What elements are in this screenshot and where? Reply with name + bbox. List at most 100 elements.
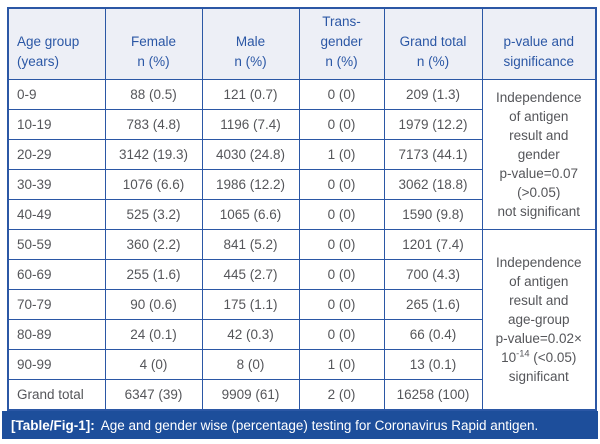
pvalue-text: of antigen (509, 109, 569, 124)
count-cell: 1065 (6.6) (201, 199, 300, 230)
table-row: 90-99 4 (0) 8 (0) 1 (0) 13 (0.1) (7, 349, 596, 380)
caption-text: Age and gender wise (percentage) testing… (100, 417, 539, 433)
table-row: 80-89 24 (0.1) 42 (0.3) 0 (0) 66 (0.4) (7, 319, 596, 350)
age-group-cell: 20-29 (7, 139, 106, 170)
column-header-male: Male n (%) (201, 7, 300, 80)
count-cell: 7173 (44.1) (383, 139, 483, 170)
count-cell: 66 (0.4) (383, 319, 483, 350)
count-cell: 121 (0.7) (201, 79, 300, 110)
count-cell: 2 (0) (298, 379, 385, 410)
header-row: Age group (years) Female n (%) Male n (%) Tran… (7, 7, 597, 80)
count-cell: 1986 (12.2) (201, 169, 300, 200)
pvalue-text: significant (508, 368, 569, 384)
age-group-cell: 40-49 (7, 199, 106, 230)
count-cell: 783 (4.8) (104, 109, 203, 140)
count-cell: 209 (1.3) (383, 79, 483, 110)
table-row: 0-9 88 (0.5) 121 (0.7) 0 (0) 209 (1.3) Indepe… (7, 79, 597, 230)
count-cell: 0 (0) (298, 199, 385, 230)
count-cell: 0 (0) (298, 229, 385, 260)
count-cell: 13 (0.1) (383, 349, 483, 380)
table-row: Grand total 6347 (39) 9909 (61) 2 (0) 16258 … (7, 379, 596, 410)
table-header: Age group (years) Female n (%) Male n (%) Tran… (7, 7, 597, 80)
count-cell: 1 (0) (298, 139, 385, 170)
count-cell: 841 (5.2) (201, 229, 300, 260)
results-table: Age group (years) Female n (%) Male n (%) Tran… (7, 7, 597, 411)
count-cell: 1 (0) (298, 349, 385, 380)
table-row: 60-69 255 (1.6) 445 (2.7) 0 (0) 700 (4.3) (7, 259, 596, 290)
pvalue-text: age-group (507, 311, 570, 327)
table-row: 40-49 525 (3.2) 1065 (6.6) 0 (0) 1590 (9.8) (7, 199, 596, 230)
count-cell: 8 (0) (201, 349, 300, 380)
count-cell: 175 (1.1) (201, 289, 300, 320)
count-cell: 24 (0.1) (104, 319, 203, 350)
count-cell: 0 (0) (298, 289, 385, 320)
age-group-cell: 90-99 (7, 349, 106, 380)
pvalue-text: result and (509, 128, 569, 143)
header-line: (years) (17, 54, 60, 69)
count-cell: 0 (0) (298, 319, 385, 350)
count-cell: 1201 (7.4) (383, 229, 483, 260)
age-group-cell: 0-9 (7, 79, 106, 110)
header-line: Female (130, 34, 176, 49)
column-header-female: Female n (%) (104, 7, 203, 80)
count-cell: 3142 (19.3) (104, 139, 203, 170)
age-group-cell: 30-39 (7, 169, 106, 200)
caption-label: [Table/Fig-1]: (11, 417, 95, 433)
pvalue-text: gender (517, 147, 560, 162)
header-line: n (%) (137, 54, 170, 69)
table-caption: [Table/Fig-1]: Age and gender wise (perc… (2, 411, 598, 439)
table-row: 10-19 783 (4.8) 1196 (7.4) 0 (0) 1979 (12.2) (7, 109, 596, 140)
pvalue-text: Independence (495, 90, 582, 105)
header-line: Age group (17, 34, 80, 49)
table-row: 30-39 1076 (6.6) 1986 (12.2) 0 (0) 3062 (18.… (7, 169, 596, 200)
table-row: 70-79 90 (0.6) 175 (1.1) 0 (0) 265 (1.6) (7, 289, 596, 320)
count-cell: 0 (0) (298, 259, 385, 290)
header-line: Male (235, 34, 266, 49)
count-cell: 42 (0.3) (201, 319, 300, 350)
age-group-cell: 80-89 (7, 319, 106, 350)
header-line: n (%) (234, 54, 267, 69)
count-cell: 255 (1.6) (104, 259, 203, 290)
pvalue-text: of antigen (509, 273, 569, 289)
count-cell: 1979 (12.2) (383, 109, 483, 140)
pvalue-text: p-value=0.02× (495, 330, 582, 346)
pvalue-text: (>0.05) (517, 185, 561, 200)
column-header-p-value: p-value and significance (481, 7, 597, 80)
header-line: Trans- (322, 14, 361, 29)
column-header-age-group: Age group (years) (7, 7, 106, 80)
age-group-cell: 60-69 (7, 259, 106, 290)
count-cell: 90 (0.6) (104, 289, 203, 320)
table-row: 20-29 3142 (19.3) 4030 (24.8) 1 (0) 7173 (44… (7, 139, 596, 170)
count-cell: 4 (0) (104, 349, 203, 380)
pvalue-text: 10 (501, 349, 517, 365)
count-cell: 0 (0) (298, 79, 385, 110)
count-cell: 360 (2.2) (104, 229, 203, 260)
header-line: n (%) (416, 54, 450, 69)
age-group-cell: Grand total (7, 379, 106, 410)
pvalue-text: Independence (495, 254, 582, 270)
count-cell: 1590 (9.8) (383, 199, 483, 230)
pvalue-text: result and (509, 292, 569, 308)
header-line: gender (320, 34, 363, 49)
table-row: 50-59 360 (2.2) 841 (5.2) 0 (0) 1201 (7.4) In… (7, 229, 597, 410)
pvalue-significance-cell: Independence of antigen result and age-grou… (481, 229, 597, 410)
count-cell: 3062 (18.8) (383, 169, 483, 200)
header-line: p-value and (503, 34, 575, 49)
count-cell: 525 (3.2) (104, 199, 203, 230)
pvalue-text: (<0.05) (529, 349, 577, 365)
count-cell: 6347 (39) (104, 379, 203, 410)
count-cell: 265 (1.6) (383, 289, 483, 320)
count-cell: 1196 (7.4) (201, 109, 300, 140)
count-cell: 700 (4.3) (383, 259, 483, 290)
header-line: n (%) (325, 54, 358, 69)
count-cell: 445 (2.7) (201, 259, 300, 290)
count-cell: 0 (0) (298, 169, 385, 200)
header-line: Grand total (399, 34, 467, 49)
pvalue-text: not significant (497, 204, 581, 219)
pvalue-significance-cell: Independence of antigen result and gender p-… (481, 79, 597, 230)
age-group-cell: 70-79 (7, 289, 106, 320)
column-header-grand-total: Grand total n (%) (383, 7, 483, 80)
superscript-text: -14 (516, 348, 530, 359)
count-cell: 4030 (24.8) (201, 139, 300, 170)
